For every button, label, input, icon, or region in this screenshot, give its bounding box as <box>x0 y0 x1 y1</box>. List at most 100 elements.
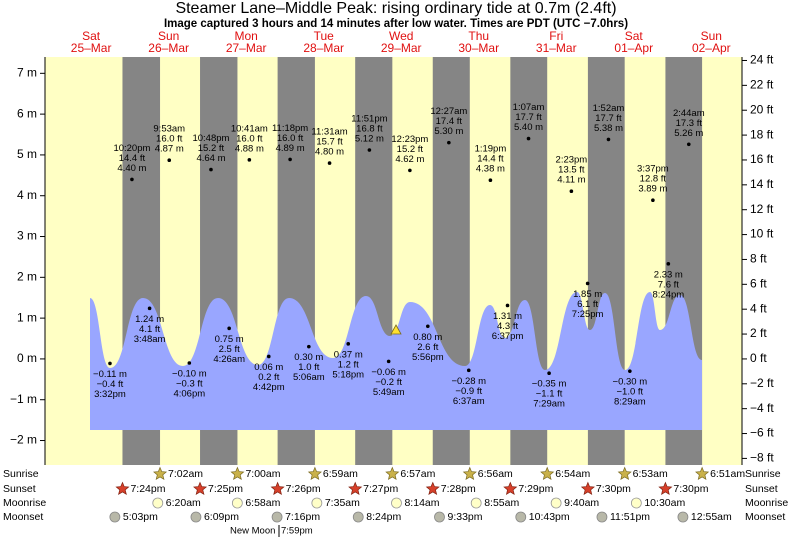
row-time: 7:00am <box>245 468 280 480</box>
tide-label: 0.06 m <box>254 362 283 373</box>
tide-label: 11:31am <box>311 127 347 138</box>
tide-point <box>167 158 172 163</box>
y2-tick-label: −8 ft <box>750 451 774 465</box>
row-time: 7:25pm <box>208 483 243 495</box>
day-name: Sat <box>625 29 644 43</box>
moonrise-icon <box>311 497 323 509</box>
tide-point <box>130 177 134 182</box>
sunset-icon <box>425 481 440 496</box>
tide-label: 4:06pm <box>173 389 205 400</box>
tide-label: 4.89 m <box>276 143 305 154</box>
row-time: 6:59am <box>323 468 358 480</box>
sunset-icon <box>193 481 208 496</box>
row-time: 7:30pm <box>596 483 631 495</box>
tide-label: −1.1 ft <box>536 389 563 400</box>
row-label: Moonset <box>3 511 43 523</box>
tide-point <box>426 324 430 329</box>
tide-label: 2:23pm <box>556 155 588 166</box>
tide-label: −0.2 ft <box>375 377 402 388</box>
tide-label: −1.0 ft <box>616 387 643 398</box>
row-time: 6:51am <box>710 468 745 480</box>
tide-point <box>547 371 551 376</box>
day-name: Wed <box>389 29 413 43</box>
tide-point <box>187 361 192 365</box>
moonrise-icon <box>231 497 243 509</box>
tide-label: 4.64 m <box>196 153 225 164</box>
tide-label: 10:20pm <box>113 143 150 154</box>
y2-tick-label: 4 ft <box>750 301 767 315</box>
row-time: 6:53am <box>633 468 668 480</box>
sunset-icon <box>503 481 518 496</box>
sunrise-icon <box>695 466 710 481</box>
tide-label: 6.1 ft <box>577 299 598 310</box>
row-label: Sunset <box>745 483 778 495</box>
tide-point <box>307 344 311 349</box>
row-time: 6:57am <box>400 468 435 480</box>
tide-point <box>651 198 655 203</box>
tide-label: 15.2 ft <box>198 143 225 154</box>
chart-layer: −2 m −1 m 0 m 1 m 2 m 3 m 4 m 5 m 6 m 7 m −8 ft −6 … <box>3 29 788 537</box>
tide-label: −0.28 m <box>451 376 486 387</box>
y2-tick-label: −4 ft <box>750 401 774 415</box>
tide-label: 7:29am <box>533 399 565 410</box>
moonrise-icon <box>391 497 402 509</box>
tide-label: 5.26 m <box>674 128 703 139</box>
tide-label: 4.62 m <box>395 154 424 165</box>
row-time: 7:35am <box>325 497 360 509</box>
tide-label: 7.6 ft <box>658 279 679 290</box>
y2-tick-label: 22 ft <box>750 78 774 92</box>
sunrise-icon <box>540 466 555 481</box>
day-name: Thu <box>468 29 489 43</box>
new-moon-time: 7:59pm <box>281 526 313 537</box>
tide-point <box>209 167 213 172</box>
row-label: Moonset <box>745 511 785 523</box>
day-name: Mon <box>234 29 257 43</box>
row-time: 9:33pm <box>447 511 482 523</box>
tide-point <box>327 161 332 165</box>
tide-label: 10:41am <box>231 123 268 134</box>
tide-point <box>227 326 231 331</box>
tide-label: 0.75 m <box>215 334 244 345</box>
moonset-icon <box>515 511 527 523</box>
tide-point <box>686 142 691 147</box>
tide-point <box>108 361 112 366</box>
chart-subtitle: Image captured 3 hours and 14 minutes af… <box>164 18 628 30</box>
tide-label: 14.4 ft <box>119 153 146 164</box>
tide-label: 17.4 ft <box>436 116 463 127</box>
sunrise-icon <box>230 466 245 481</box>
day-date: 02–Apr <box>692 41 731 55</box>
tide-label: 17.7 ft <box>595 113 622 124</box>
tide-label: 3:48am <box>134 334 166 345</box>
tide-label: 4.3 ft <box>497 321 518 332</box>
tide-label: 5.40 m <box>514 122 543 133</box>
moonset-icon <box>109 511 121 523</box>
row-time: 7:02am <box>168 468 203 480</box>
y2-tick-label: 20 ft <box>750 102 774 116</box>
tide-label: 5.30 m <box>434 126 463 137</box>
day-date: 27–Mar <box>226 41 267 55</box>
moonset-icon <box>190 511 202 523</box>
tide-label: 16.0 ft <box>277 133 304 144</box>
tide-label: 0.2 ft <box>258 372 279 383</box>
row-label: Moonrise <box>3 497 46 509</box>
y2-tick-label: 16 ft <box>750 152 774 166</box>
tide-label: 13.5 ft <box>558 165 585 176</box>
day-name: Sun <box>701 29 722 43</box>
tide-label: 11:18pm <box>272 123 308 134</box>
y-tick-label: 5 m <box>17 147 37 161</box>
current-tide-marker <box>390 324 402 335</box>
y2-tick-label: 2 ft <box>750 326 767 340</box>
tide-label: 2.6 ft <box>417 342 438 353</box>
row-time: 7:27pm <box>363 483 398 495</box>
tide-label: 2.33 m <box>654 269 683 280</box>
row-time: 7:24pm <box>130 483 165 495</box>
tide-label: 0.80 m <box>413 332 442 343</box>
tide-label: 1.24 m <box>135 314 164 325</box>
moonrise-icon <box>152 497 164 509</box>
tide-point <box>266 354 271 359</box>
sunset-icon <box>580 481 595 496</box>
tide-label: 4.80 m <box>315 147 344 158</box>
y2-tick-label: 8 ft <box>750 252 767 266</box>
moonset-icon <box>596 511 608 523</box>
